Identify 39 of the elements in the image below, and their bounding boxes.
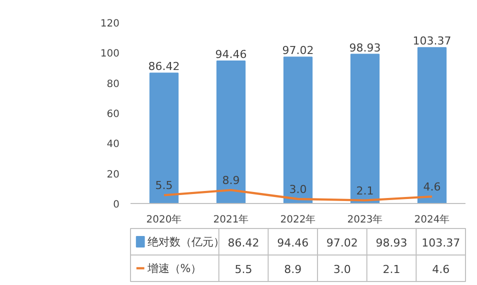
bar bbox=[283, 56, 313, 204]
bar bbox=[149, 72, 179, 204]
y-tick-label: 80 bbox=[106, 78, 120, 90]
data-label: 8.9 bbox=[222, 174, 240, 188]
data-label: 86.42 bbox=[148, 60, 180, 74]
text: 8.9 bbox=[284, 262, 302, 276]
bar bbox=[350, 54, 380, 204]
text: 86.42 bbox=[228, 236, 260, 250]
y-tick-label: 0 bbox=[113, 200, 120, 210]
y-tick-label: 60 bbox=[106, 109, 120, 120]
text: 3.0 bbox=[333, 262, 351, 276]
x-tick-label: 2024年 bbox=[414, 214, 450, 226]
x-tick-label: 2023年 bbox=[347, 214, 383, 226]
text: 2.1 bbox=[382, 262, 400, 276]
text: 97.02 bbox=[326, 236, 358, 250]
x-tick-label: 2021年 bbox=[213, 214, 249, 226]
data-label: 4.6 bbox=[423, 180, 441, 194]
legend-label: 绝对数（亿元） bbox=[147, 235, 224, 248]
text: 94.46 bbox=[277, 236, 309, 250]
text: 4.6 bbox=[432, 262, 450, 276]
bar bbox=[417, 47, 447, 204]
y-tick-label: 100 bbox=[100, 48, 120, 60]
data-label: 2.1 bbox=[356, 184, 374, 198]
x-tick-label: 2020年 bbox=[146, 214, 182, 226]
text: 5.5 bbox=[234, 262, 252, 276]
text: 103.37 bbox=[422, 236, 460, 250]
y-tick-label: 20 bbox=[106, 169, 120, 180]
y-tick-label: 120 bbox=[100, 18, 120, 30]
data-label: 103.37 bbox=[412, 34, 452, 48]
text: 98.93 bbox=[376, 236, 408, 250]
bar bbox=[216, 60, 246, 204]
data-label: 94.46 bbox=[215, 48, 247, 62]
data-label: 98.93 bbox=[349, 41, 381, 54]
x-tick-label: 2022年 bbox=[280, 214, 316, 226]
data-label: 97.02 bbox=[282, 44, 314, 58]
legend-label: 增速（%） bbox=[146, 262, 202, 275]
data-label: 5.5 bbox=[155, 179, 173, 192]
y-tick-label: 40 bbox=[106, 139, 120, 150]
data-label: 3.0 bbox=[289, 182, 307, 196]
